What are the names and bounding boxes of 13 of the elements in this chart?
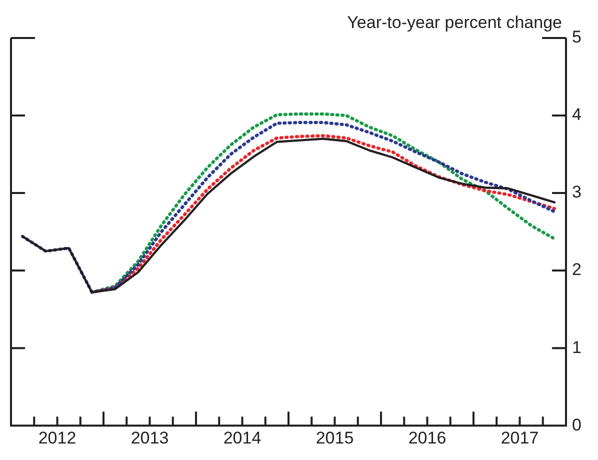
y-axis-title: Year-to-year percent change: [347, 13, 562, 32]
x-tick-label: 2014: [223, 428, 262, 448]
x-tick-label: 2017: [500, 428, 539, 448]
y-tick-label: 1: [572, 338, 582, 357]
y-tick-label: 3: [572, 182, 582, 202]
y-tick-label: 0: [572, 415, 582, 434]
x-tick-label: 2016: [408, 428, 446, 448]
x-tick-label: 2012: [38, 428, 76, 448]
y-tick-label: 2: [572, 260, 582, 280]
y-tick-label: 4: [572, 105, 582, 124]
x-tick-label: 2015: [316, 428, 354, 448]
x-tick-label: 2013: [130, 428, 169, 448]
y-tick-label: 5: [572, 28, 582, 47]
